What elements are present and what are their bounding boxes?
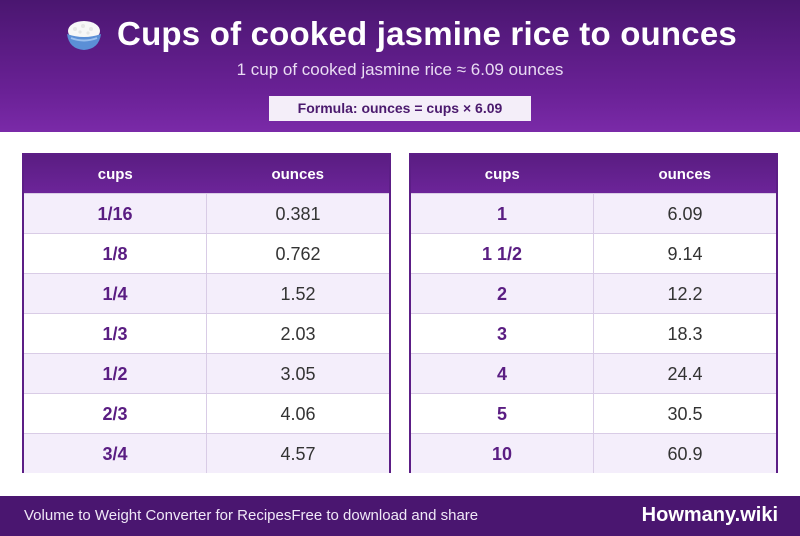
conversion-table-left: cups ounces 1/16 0.381 1/8 0.762 1/4 1.5… — [22, 153, 391, 473]
cups-cell: 1/16 — [24, 194, 207, 233]
table-row: 1/4 1.52 — [24, 273, 389, 313]
table-row: 1/2 3.05 — [24, 353, 389, 393]
title-row: Cups of cooked jasmine rice to ounces — [0, 12, 800, 56]
cups-cell: 3/4 — [24, 434, 207, 473]
cups-cell: 1/3 — [24, 314, 207, 353]
table-row: 4 24.4 — [411, 353, 776, 393]
formula-badge: Formula: ounces = cups × 6.09 — [269, 96, 531, 121]
ounces-cell: 4.06 — [280, 404, 316, 424]
table-row: 2 12.2 — [411, 273, 776, 313]
conversion-table-right: cups ounces 1 6.09 1 1/2 9.14 2 12.2 3 1… — [409, 153, 778, 473]
cups-cell: 3 — [411, 314, 594, 353]
table-row: 2/3 4.06 — [24, 393, 389, 433]
ounces-cell: 60.9 — [667, 444, 703, 464]
table-row: 3 18.3 — [411, 313, 776, 353]
table-header: cups ounces — [24, 155, 389, 193]
table-row: 1/3 2.03 — [24, 313, 389, 353]
ounces-cell: 2.03 — [280, 324, 316, 344]
ounces-cell: 6.09 — [667, 204, 703, 224]
cups-cell: 1 1/2 — [411, 234, 594, 273]
table-body: 1/16 0.381 1/8 0.762 1/4 1.52 1/3 2.03 1… — [24, 193, 389, 473]
cups-cell: 2 — [411, 274, 594, 313]
table-body: 1 6.09 1 1/2 9.14 2 12.2 3 18.3 4 24.4 5… — [411, 193, 776, 473]
ounces-cell: 18.3 — [667, 324, 703, 344]
cups-cell: 10 — [411, 434, 594, 473]
ounces-cell: 3.05 — [280, 364, 316, 384]
column-header-ounces: ounces — [271, 166, 324, 183]
cups-cell: 1 — [411, 194, 594, 233]
ounces-cell: 9.14 — [667, 244, 703, 264]
table-row: 1/8 0.762 — [24, 233, 389, 273]
table-row: 1/16 0.381 — [24, 193, 389, 233]
table-row: 10 60.9 — [411, 433, 776, 473]
cups-cell: 5 — [411, 394, 594, 433]
cups-cell: 1/4 — [24, 274, 207, 313]
footer-bar: Volume to Weight Converter for RecipesFr… — [0, 496, 800, 536]
ounces-cell: 30.5 — [667, 404, 703, 424]
table-header: cups ounces — [411, 155, 776, 193]
table-row: 1 6.09 — [411, 193, 776, 233]
cups-cell: 1/8 — [24, 234, 207, 273]
ounces-cell: 24.4 — [667, 364, 703, 384]
column-header-cups: cups — [97, 166, 133, 183]
cups-cell: 4 — [411, 354, 594, 393]
cups-cell: 1/2 — [24, 354, 207, 393]
ounces-cell: 0.762 — [275, 244, 321, 264]
table-row: 5 30.5 — [411, 393, 776, 433]
column-header-cups: cups — [484, 166, 520, 183]
cups-cell: 2/3 — [24, 394, 207, 433]
footer-tagline: Volume to Weight Converter for RecipesFr… — [24, 507, 479, 524]
ounces-cell: 0.381 — [275, 204, 321, 224]
table-row: 3/4 4.57 — [24, 433, 389, 473]
column-header-ounces: ounces — [658, 166, 711, 183]
ounces-cell: 12.2 — [667, 284, 703, 304]
page-subtitle: 1 cup of cooked jasmine rice ≈ 6.09 ounc… — [236, 60, 564, 79]
brand-logo-text[interactable]: Howmany.wiki — [641, 504, 778, 526]
ounces-cell: 4.57 — [280, 444, 316, 464]
table-row: 1 1/2 9.14 — [411, 233, 776, 273]
ounces-cell: 1.52 — [280, 284, 316, 304]
rice-bowl-icon — [63, 14, 105, 54]
header-banner: Cups of cooked jasmine rice to ounces 1 … — [0, 0, 800, 132]
page-title: Cups of cooked jasmine rice to ounces — [117, 15, 737, 52]
